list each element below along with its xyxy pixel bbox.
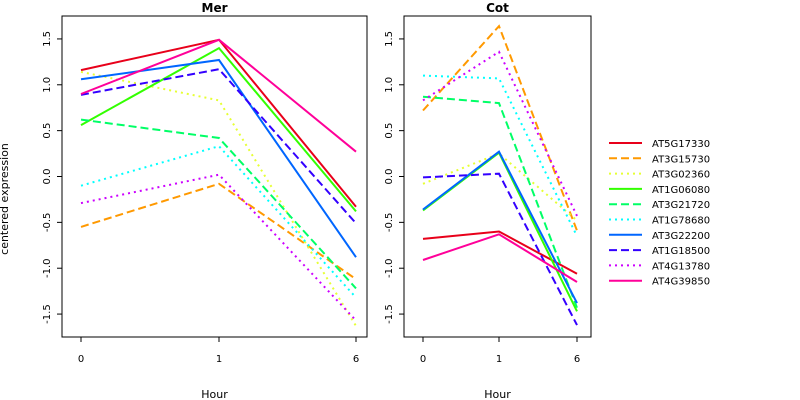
x-tick-label: 6 [574, 354, 580, 365]
y-axis-label: centered expression [0, 143, 11, 255]
series-line-at4g39850 [422, 233, 578, 283]
x-tick-label: 0 [78, 354, 84, 365]
chart-panels: Mer -1.5 -1.0 -0.5 0.0 0.5 1.0 1.5 0 1 6 Hour Cot -1.… [42, 1, 592, 400]
y-tick-label: -1.0 [42, 258, 53, 278]
series-line-at4g39850 [80, 38, 357, 153]
series-line-at3g22200 [80, 58, 357, 258]
y-tick-label: -1.5 [42, 304, 53, 324]
x-axis-label: Hour [201, 388, 228, 400]
y-tick-label: 1.5 [384, 31, 395, 47]
x-tick-label: 0 [420, 354, 426, 365]
series-line-at1g18500 [422, 172, 578, 326]
panel-0: Mer -1.5 -1.0 -0.5 0.0 0.5 1.0 1.5 0 1 6 Hour [42, 1, 368, 400]
x-tick-label: 1 [216, 354, 222, 365]
panel-title: Cot [486, 1, 509, 15]
x-tick-label: 1 [496, 354, 502, 365]
legend-label: AT4G13780 [652, 261, 710, 272]
legend: AT5G17330 AT3G15730 AT3G02360 AT1G06080 AT3G… [609, 139, 710, 288]
series-line-at3g22200 [422, 150, 578, 304]
y-tick-label: -0.5 [384, 213, 395, 233]
legend-label: AT3G21720 [652, 200, 710, 211]
series-line-at5g17330 [80, 38, 357, 208]
y-tick-label: -1.5 [384, 304, 395, 324]
x-axis-label: Hour [484, 388, 511, 400]
panel-title: Mer [202, 1, 228, 15]
y-tick-label: 0.0 [42, 169, 53, 185]
series-line-at1g18500 [80, 68, 357, 224]
y-tick-label: 1.0 [42, 77, 53, 93]
x-tick-label: 6 [353, 354, 359, 365]
series-line-at3g21720 [80, 118, 357, 290]
y-tick-label: 0.5 [384, 123, 395, 139]
legend-label: AT4G39850 [652, 277, 710, 288]
y-tick-label: 0.5 [42, 123, 53, 139]
legend-label: AT3G15730 [652, 154, 710, 165]
series-line-at1g06080 [80, 46, 357, 213]
plot-frame [403, 15, 592, 338]
series-line-at3g15730 [422, 24, 578, 231]
series-line-at1g78680 [80, 145, 357, 299]
series-line-at4g13780 [422, 50, 578, 217]
legend-label: AT3G02360 [652, 170, 710, 181]
legend-label: AT1G18500 [652, 246, 710, 257]
y-tick-label: 1.0 [384, 77, 395, 93]
series-line-at3g21720 [422, 95, 578, 309]
y-tick-label: -1.0 [384, 258, 395, 278]
legend-label: AT1G06080 [652, 185, 710, 196]
legend-label: AT3G22200 [652, 231, 710, 242]
series-line-at1g78680 [422, 74, 578, 237]
series-line-at3g02360 [422, 152, 578, 222]
y-tick-label: 1.5 [42, 31, 53, 47]
legend-label: AT5G17330 [652, 139, 710, 150]
legend-label: AT1G78680 [652, 216, 710, 227]
series-line-at3g15730 [80, 182, 357, 281]
panel-1: Cot -1.5 -1.0 -0.5 0.0 0.5 1.0 1.5 0 1 6 Hour [384, 1, 592, 400]
y-tick-label: 0.0 [384, 169, 395, 185]
y-tick-label: -0.5 [42, 213, 53, 233]
